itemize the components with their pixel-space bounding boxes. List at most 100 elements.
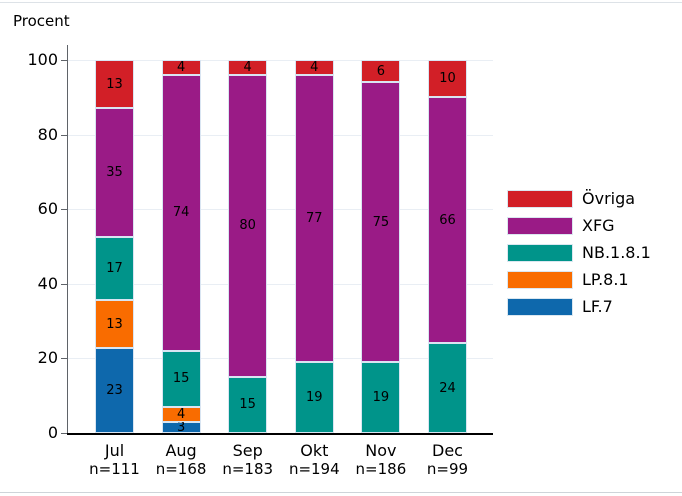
y-tick-label: 20 — [37, 348, 58, 367]
segment-value-label: 4 — [176, 406, 186, 422]
bar-segment: 3 — [161, 419, 201, 435]
bar-segment: 23 — [95, 348, 134, 433]
grid-line — [68, 284, 493, 285]
bar-segment: 15 — [161, 350, 201, 407]
category-month-label: Jul — [104, 441, 125, 460]
legend-label: LF.7 — [582, 297, 613, 316]
segment-value-label: 4 — [243, 60, 252, 76]
bar-segment: 17 — [95, 237, 134, 301]
figure-top-border — [0, 2, 682, 3]
bar: 15 80 4 — [228, 60, 268, 433]
segment-value-label: 35 — [106, 165, 123, 181]
y-tick-mark — [61, 60, 67, 61]
y-tick-label: 80 — [37, 125, 58, 144]
segment-value-label: 80 — [239, 218, 256, 234]
category-month-label: Sep — [232, 441, 263, 460]
category-month-label: Okt — [300, 441, 329, 460]
x-category-label: Dec n=99 — [403, 441, 493, 479]
x-category-label: Jul n=111 — [70, 441, 160, 479]
y-tick-mark — [61, 433, 67, 434]
bar-segment: 4 — [228, 60, 268, 76]
legend-swatch — [507, 298, 573, 316]
category-month-label: Aug — [165, 441, 197, 460]
bar: 24 66 10 — [428, 60, 467, 433]
grid-line — [68, 209, 493, 210]
figure-bottom-border — [0, 492, 682, 493]
bar-segment: 13 — [95, 60, 134, 109]
y-tick-mark — [61, 135, 67, 136]
bar-segment: 13 — [95, 300, 134, 349]
x-axis-line — [67, 433, 493, 435]
legend-label: LP.8.1 — [582, 270, 629, 289]
segment-value-label: 74 — [172, 205, 190, 221]
segment-value-label: 17 — [106, 261, 123, 277]
bar: 19 75 6 — [361, 60, 401, 433]
bar-segment: 19 — [361, 362, 401, 433]
bar: 23 13 17 35 13 — [95, 60, 134, 433]
legend-swatch — [507, 217, 573, 235]
bar-segment: 10 — [428, 60, 467, 98]
segment-value-label: 3 — [176, 419, 186, 435]
legend-swatch — [507, 190, 573, 208]
segment-value-label: 6 — [376, 63, 386, 79]
segment-value-label: 13 — [106, 316, 123, 332]
bar-segment: 15 — [228, 376, 268, 433]
x-category-label: Nov n=186 — [336, 441, 426, 479]
bar-segment: 77 — [294, 74, 334, 363]
bar-segment: 4 — [161, 406, 201, 422]
bar-segment: 80 — [228, 75, 268, 377]
x-category-label: Aug n=168 — [136, 441, 226, 479]
x-category-label: Okt n=194 — [269, 441, 359, 479]
segment-value-label: 77 — [306, 211, 323, 227]
bar-segment: 24 — [428, 343, 467, 433]
segment-value-label: 15 — [239, 397, 256, 413]
y-tick-mark — [61, 209, 67, 210]
legend-label: XFG — [582, 216, 615, 235]
grid-line — [68, 135, 493, 136]
bar-segment: 19 — [294, 362, 334, 433]
category-month-label: Nov — [365, 441, 397, 460]
segment-value-label: 19 — [372, 390, 390, 406]
category-count-label: n=183 — [222, 460, 274, 478]
category-count-label: n=111 — [89, 460, 140, 478]
bar-segment: 6 — [361, 60, 401, 83]
bar-segment: 75 — [361, 82, 401, 363]
y-tick-mark — [61, 358, 67, 359]
y-tick-label: 40 — [37, 274, 58, 293]
legend-swatch — [507, 271, 573, 289]
segment-value-label: 10 — [439, 71, 456, 87]
category-month-label: Dec — [432, 441, 463, 460]
y-tick-label: 100 — [27, 50, 58, 69]
category-count-label: n=186 — [355, 460, 407, 478]
y-axis-line — [67, 45, 68, 434]
segment-value-label: 75 — [372, 214, 390, 230]
category-count-label: n=99 — [426, 460, 469, 478]
grid-line — [68, 358, 493, 359]
segment-value-label: 4 — [176, 60, 186, 75]
segment-value-label: 4 — [310, 59, 319, 75]
category-count-label: n=168 — [155, 460, 207, 478]
bar-segment: 4 — [294, 59, 334, 75]
bar-segment: 35 — [95, 108, 134, 238]
legend-label: Övriga — [582, 189, 636, 208]
y-tick-label: 0 — [47, 423, 58, 442]
y-tick-label: 60 — [37, 199, 58, 218]
segment-value-label: 23 — [106, 383, 123, 399]
bar-segment: 74 — [161, 74, 201, 351]
segment-value-label: 13 — [106, 76, 123, 92]
grid-line — [68, 60, 493, 61]
category-count-label: n=194 — [288, 460, 340, 478]
bar: 3 4 15 74 4 — [161, 60, 201, 435]
segment-value-label: 66 — [439, 212, 456, 228]
y-axis-title: Procent — [13, 12, 70, 30]
segment-value-label: 24 — [439, 380, 456, 396]
bar-segment: 4 — [161, 60, 201, 75]
legend-swatch — [507, 244, 573, 262]
bar-segment: 66 — [428, 97, 467, 344]
legend-label: NB.1.8.1 — [582, 243, 651, 262]
segment-value-label: 15 — [172, 371, 190, 387]
x-category-label: Sep n=183 — [203, 441, 293, 479]
segment-value-label: 19 — [306, 390, 323, 406]
y-tick-mark — [61, 284, 67, 285]
